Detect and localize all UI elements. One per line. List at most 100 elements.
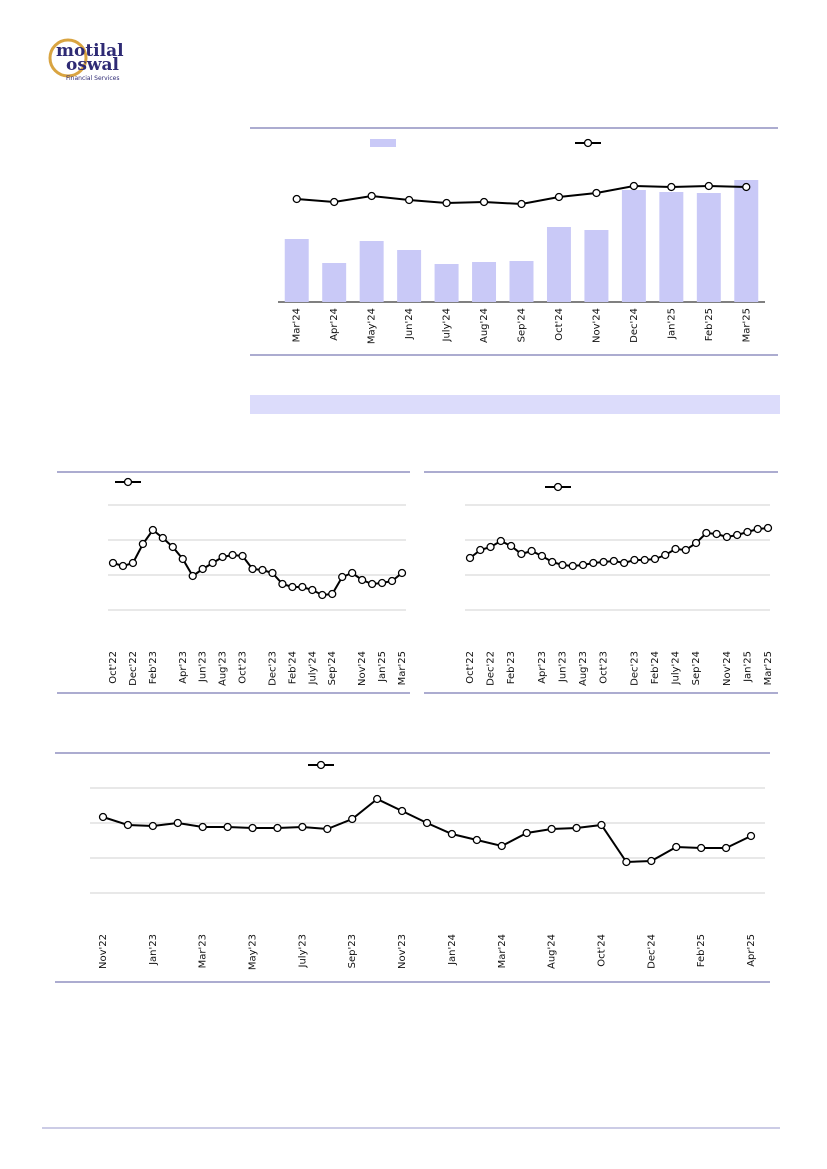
x-tick-label: Feb'24 <box>650 651 661 684</box>
marker <box>486 542 495 552</box>
x-tick-label: Oct'23 <box>599 651 610 684</box>
marker <box>517 199 526 209</box>
marker <box>397 806 407 816</box>
x-tick-label: Mar'24 <box>497 934 508 968</box>
marker <box>496 536 505 546</box>
x-tick-label: Feb'25 <box>704 308 715 341</box>
marker <box>118 561 128 571</box>
marker <box>578 560 588 570</box>
logo-line1: motilal <box>56 41 124 61</box>
marker <box>558 560 567 570</box>
marker <box>248 564 257 574</box>
x-tick-label: Sep'24 <box>517 308 528 342</box>
marker <box>476 545 485 555</box>
x-tick-label: May'23 <box>248 934 259 970</box>
marker <box>609 556 619 566</box>
marker <box>387 576 397 586</box>
x-tick-label: Sep'24 <box>691 651 702 685</box>
marker <box>697 843 706 853</box>
bar <box>472 262 497 302</box>
section-band <box>250 395 780 414</box>
x-tick-label: Dec'24 <box>646 934 657 969</box>
marker <box>357 575 367 585</box>
x-tick-label: Nov'24 <box>357 651 368 686</box>
marker <box>348 814 357 824</box>
marker <box>158 533 167 543</box>
x-tick-label: Dec'22 <box>486 651 497 686</box>
x-tick-label: Nov'23 <box>397 934 408 969</box>
marker <box>537 551 547 561</box>
marker <box>278 579 287 589</box>
marker <box>173 818 182 828</box>
x-tick-label: Oct'22 <box>465 651 476 684</box>
legend-swatch <box>370 139 396 147</box>
marker <box>268 568 277 578</box>
marker <box>397 568 407 578</box>
x-tick-label: Feb'23 <box>148 651 159 684</box>
x-tick-label: Aug'23 <box>578 651 589 686</box>
x-tick-label: July'24 <box>307 651 318 685</box>
marker <box>722 532 732 542</box>
x-tick-label: Jan'25 <box>377 651 388 683</box>
bar <box>659 192 684 302</box>
marker <box>404 195 414 205</box>
marker <box>138 539 148 549</box>
x-tick-label: Sep'24 <box>327 651 338 685</box>
marker <box>479 197 489 207</box>
x-tick-label: Jun'23 <box>198 651 209 683</box>
legend-marker <box>316 760 326 770</box>
marker <box>733 530 742 540</box>
bar <box>434 264 459 302</box>
marker <box>568 561 577 571</box>
marker <box>640 555 649 565</box>
x-tick-label: Apr'24 <box>329 308 340 341</box>
marker <box>472 835 481 845</box>
bar <box>284 239 309 302</box>
marker <box>373 794 382 804</box>
marker <box>671 544 680 554</box>
marker <box>592 188 601 198</box>
line <box>102 797 752 864</box>
marker <box>330 197 339 207</box>
marker <box>447 829 457 839</box>
marker <box>298 822 307 832</box>
marker <box>188 571 197 581</box>
marker <box>248 823 257 833</box>
marker <box>292 194 301 204</box>
x-tick-label: Feb'25 <box>696 934 707 967</box>
marker <box>308 585 317 595</box>
marker <box>377 578 387 588</box>
x-tick-label: Apr'23 <box>178 651 189 684</box>
bar <box>509 261 534 302</box>
marker <box>691 538 701 548</box>
x-tick-label: May'24 <box>367 308 378 344</box>
x-tick-label: Apr'23 <box>537 651 548 684</box>
marker <box>98 812 108 822</box>
marker <box>298 582 307 592</box>
marker <box>198 564 207 574</box>
marker <box>753 524 762 534</box>
marker <box>554 192 564 202</box>
marker <box>704 181 713 191</box>
marker <box>742 182 751 192</box>
marker <box>672 842 681 852</box>
x-tick-label: Aug'23 <box>218 651 229 686</box>
marker <box>599 557 608 567</box>
x-tick-label: Nov'24 <box>591 308 602 343</box>
marker <box>650 554 660 564</box>
marker <box>647 856 656 866</box>
x-tick-label: Jan'23 <box>148 934 159 966</box>
marker <box>465 553 475 563</box>
x-tick-label: Jan'25 <box>666 308 677 340</box>
marker <box>218 552 227 562</box>
marker <box>178 554 187 564</box>
marker <box>630 555 639 565</box>
marker <box>422 818 432 828</box>
marker <box>746 831 756 841</box>
marker <box>323 824 332 834</box>
x-tick-label: Mar'25 <box>741 308 752 342</box>
marker <box>702 528 711 538</box>
x-tick-label: Feb'24 <box>287 651 298 684</box>
marker <box>198 822 207 832</box>
